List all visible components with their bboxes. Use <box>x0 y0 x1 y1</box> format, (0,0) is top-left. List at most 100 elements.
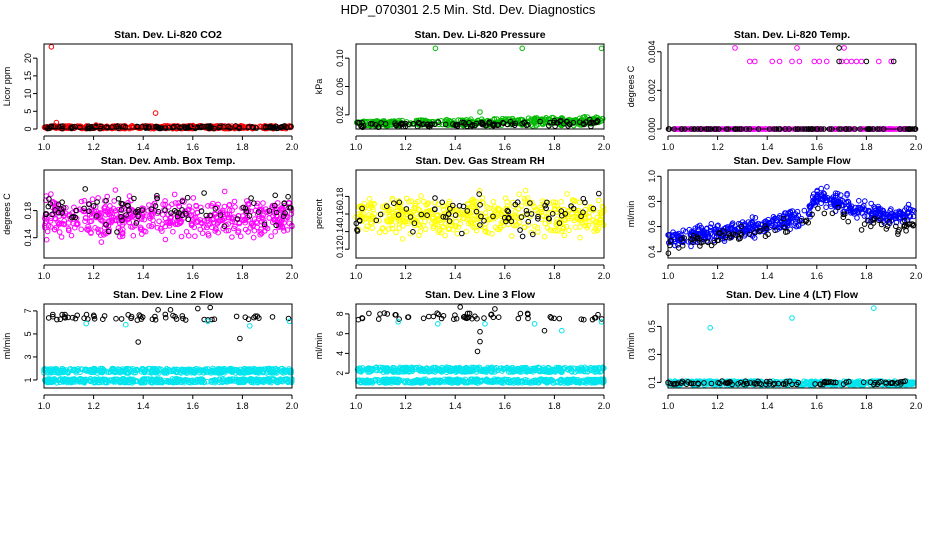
x-tick-label: 1.0 <box>662 142 675 152</box>
data-point <box>234 216 241 222</box>
data-point <box>521 119 528 125</box>
panel-4: Stan. Dev. Amb. Box Temp.1.0 1.2 1.4 1.6 1.8… <box>2 155 298 281</box>
data-point <box>242 216 248 222</box>
data-point <box>82 208 89 215</box>
data-point <box>215 219 221 225</box>
data-point <box>84 226 90 233</box>
x-tick-label: 1.4 <box>761 142 774 152</box>
data-point <box>82 215 89 221</box>
data-point <box>515 206 522 212</box>
data-point <box>182 125 189 131</box>
data-point <box>548 209 555 216</box>
y-axis-label: ml/min <box>626 201 636 228</box>
data-point <box>540 120 546 127</box>
y-tick-label: 0.4 <box>647 245 657 258</box>
x-tick-label: 1.8 <box>860 142 873 152</box>
data-point <box>100 218 106 224</box>
data-point <box>135 213 141 220</box>
data-point <box>888 206 894 212</box>
data-point <box>446 225 453 232</box>
data-point <box>417 228 424 235</box>
data-point <box>162 311 169 318</box>
outlier-point <box>123 321 129 328</box>
data-point <box>270 124 276 131</box>
data-point <box>126 193 133 199</box>
data-point <box>42 211 49 217</box>
outlier-point <box>811 58 818 65</box>
data-point <box>60 205 67 211</box>
data-point <box>521 224 528 231</box>
data-point <box>247 225 254 231</box>
data-point <box>118 207 125 213</box>
data-point <box>156 218 162 225</box>
data-point <box>553 227 559 234</box>
data-point <box>368 120 374 127</box>
y-tick-label: 5 <box>23 331 33 336</box>
y-tick-label: 0.002 <box>647 79 657 102</box>
data-point <box>586 209 593 216</box>
data-point <box>262 124 269 131</box>
data-point <box>170 228 176 235</box>
x-tick-label: 1.6 <box>811 142 824 152</box>
data-point <box>113 315 119 322</box>
data-point <box>376 229 383 236</box>
data-point <box>251 216 258 222</box>
data-point <box>226 207 233 214</box>
data-point <box>364 223 370 230</box>
data-point <box>483 122 489 129</box>
data-point <box>105 125 111 131</box>
data-point <box>95 226 101 233</box>
data-point <box>44 228 51 235</box>
data-point <box>155 208 162 215</box>
data-point <box>273 222 280 229</box>
data-point <box>525 218 532 225</box>
data-point <box>103 221 109 228</box>
data-point <box>422 218 428 225</box>
data-point <box>186 203 193 210</box>
data-point <box>105 228 112 235</box>
data-point <box>148 223 155 230</box>
data-point <box>59 210 66 216</box>
data-point <box>260 200 266 206</box>
data-point <box>74 220 81 227</box>
data-point <box>405 121 412 127</box>
plot-frame <box>43 169 293 259</box>
data-point <box>248 195 254 201</box>
data-point <box>52 207 58 213</box>
data-point <box>389 197 396 203</box>
outlier-point <box>286 318 293 325</box>
data-point <box>206 125 213 131</box>
data-point <box>282 210 288 216</box>
x-tick-label: 1.6 <box>811 271 824 281</box>
x-tick-label: 1.0 <box>38 271 51 281</box>
data-point <box>65 226 72 232</box>
data-point <box>178 219 184 225</box>
data-point <box>522 187 529 194</box>
outlier-point <box>836 45 842 51</box>
data-point <box>55 209 62 216</box>
data-point <box>155 307 161 313</box>
data-point <box>111 198 117 204</box>
data-point <box>189 208 195 214</box>
data-point <box>117 233 123 240</box>
data-point <box>130 224 136 230</box>
data-point <box>199 220 205 227</box>
data-point <box>445 219 452 226</box>
data-point <box>186 233 192 239</box>
outlier-point <box>858 58 865 65</box>
data-point <box>43 236 50 243</box>
data-point <box>77 124 83 131</box>
data-point <box>257 231 264 238</box>
x-axis: 1.0 1.2 1.4 1.6 1.8 2.0 <box>38 394 298 411</box>
data-point <box>63 204 69 211</box>
data-point <box>861 221 868 227</box>
data-point <box>142 123 149 129</box>
x-axis: 1.0 1.2 1.4 1.6 1.8 2.0 <box>350 135 610 152</box>
x-axis: 1.0 1.2 1.4 1.6 1.8 2.0 <box>38 135 298 152</box>
data-point <box>193 202 199 209</box>
data-point <box>824 184 830 190</box>
data-point <box>123 212 129 218</box>
data-point <box>106 218 112 224</box>
data-point <box>72 214 79 221</box>
